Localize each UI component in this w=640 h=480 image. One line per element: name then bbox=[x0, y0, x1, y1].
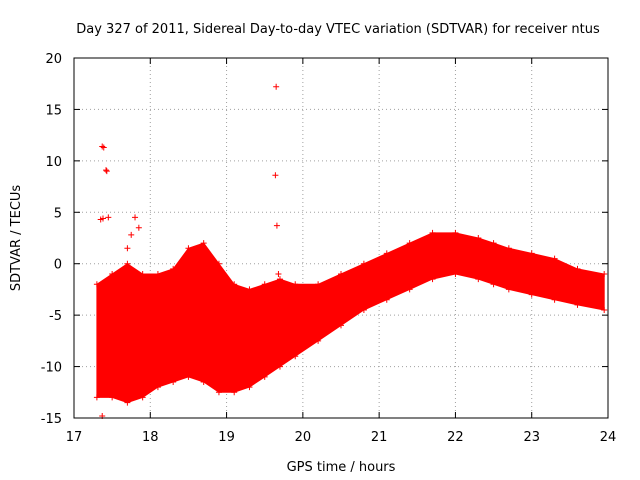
dense-track-lower-point bbox=[490, 281, 497, 288]
x-axis-label: GPS time / hours bbox=[287, 460, 396, 475]
dense-track-lower-point bbox=[574, 301, 581, 308]
dense-track-upper-point bbox=[261, 281, 268, 288]
dense-track-lower-point bbox=[429, 276, 436, 283]
outliers-point bbox=[124, 245, 131, 252]
dense-track-lower-point bbox=[124, 399, 131, 406]
outliers-point bbox=[105, 214, 112, 221]
x-tick-label: 20 bbox=[295, 430, 312, 445]
dense-track-upper-point bbox=[109, 271, 116, 277]
dense-track-upper-point bbox=[170, 265, 177, 272]
dense-track-lower-point bbox=[551, 296, 558, 303]
outliers-point bbox=[100, 144, 107, 151]
dense-track-upper-point bbox=[315, 281, 322, 288]
dense-track-upper-point bbox=[574, 265, 581, 272]
dense-track-lower-point bbox=[185, 373, 192, 380]
dense-track-lower-point bbox=[360, 307, 367, 313]
dense-track-lower-point bbox=[475, 276, 482, 283]
dense-track-lower-point bbox=[338, 322, 344, 329]
outliers-point bbox=[275, 271, 282, 277]
y-tick-label: 5 bbox=[54, 206, 62, 221]
dense-track-upper-point bbox=[406, 240, 413, 247]
dense-track-lower-point bbox=[109, 394, 116, 401]
dense-track-upper-point bbox=[185, 245, 192, 252]
dense-track-lower-point bbox=[601, 307, 608, 313]
dense-track-upper-point bbox=[246, 286, 253, 293]
dense-track-lower-point bbox=[261, 373, 268, 380]
outliers-point bbox=[132, 214, 139, 221]
y-tick-label: 15 bbox=[45, 103, 62, 118]
x-tick-label: 23 bbox=[523, 430, 540, 445]
dense-track-lower-point bbox=[452, 271, 459, 277]
dense-track-lower-point bbox=[154, 384, 161, 391]
outliers-point bbox=[99, 215, 106, 222]
dense-track-lower-point bbox=[215, 389, 222, 396]
y-tick-label: -5 bbox=[49, 309, 62, 324]
plot-frame bbox=[73, 57, 609, 419]
dense-track-upper-point bbox=[215, 260, 222, 267]
dense-track-upper-point bbox=[124, 260, 131, 267]
x-tick-label: 21 bbox=[371, 430, 388, 445]
x-tick-label: 24 bbox=[600, 430, 617, 445]
dense-track-upper-point bbox=[528, 250, 535, 257]
y-tick-label: 0 bbox=[54, 258, 62, 273]
dense-track-lower-point bbox=[528, 291, 535, 298]
dense-track-lower-point bbox=[139, 394, 146, 401]
axis-ticks: 17 18 19 20 21 22 23 24 -15 -10 -5 0 5 10 15 20 bbox=[41, 52, 617, 445]
x-tick-label: 17 bbox=[66, 430, 83, 445]
dense-track-lower-point bbox=[406, 286, 413, 293]
dense-track-lower-point bbox=[200, 379, 207, 385]
dense-track-lower-point bbox=[231, 389, 238, 396]
y-tick-label: -15 bbox=[41, 412, 62, 427]
dense-track-upper-point bbox=[429, 229, 436, 236]
outliers-point bbox=[135, 224, 142, 231]
dense-track-lower-point bbox=[246, 384, 253, 391]
dense-track-upper-point bbox=[292, 281, 299, 288]
dense-track-lower-point bbox=[292, 353, 299, 360]
outliers-point bbox=[273, 222, 280, 229]
dense-track-lower-point bbox=[276, 363, 283, 370]
x-tick-label: 22 bbox=[447, 430, 464, 445]
y-axis-label: SDTVAR / TECUs bbox=[9, 185, 24, 292]
dense-track-upper-point bbox=[276, 276, 283, 283]
dense-track-upper-point bbox=[490, 240, 497, 247]
dense-track-upper-point bbox=[200, 240, 207, 247]
dense-track-upper-point bbox=[154, 271, 161, 277]
dense-track-lower-point bbox=[170, 379, 177, 385]
dense-track-upper-point bbox=[505, 245, 512, 252]
y-tick-label: 10 bbox=[45, 155, 62, 170]
dense-track-lower-point bbox=[505, 286, 512, 293]
outliers-point bbox=[128, 231, 135, 238]
x-tick-label: 18 bbox=[142, 430, 159, 445]
outliers-point bbox=[273, 83, 280, 90]
chart-title: Day 327 of 2011, Sidereal Day-to-day VTE… bbox=[76, 22, 600, 37]
dense-track-upper-point bbox=[338, 271, 344, 277]
dense-track-lower-point bbox=[315, 337, 322, 344]
y-tick-label: 20 bbox=[45, 52, 62, 67]
dense-track-upper-point bbox=[551, 255, 558, 262]
dense-track-upper-point bbox=[475, 235, 482, 241]
y-tick-label: -10 bbox=[41, 361, 62, 376]
dense-track-upper-point bbox=[231, 281, 238, 288]
dense-track-upper-point bbox=[360, 260, 367, 267]
dense-track-upper-point bbox=[93, 281, 100, 288]
x-tick-label: 19 bbox=[218, 430, 235, 445]
dense-track-upper-point bbox=[601, 271, 608, 277]
outliers-point bbox=[272, 172, 279, 179]
dense-track-upper-point bbox=[139, 271, 146, 277]
outliers-point bbox=[103, 167, 110, 174]
dense-track-upper-point bbox=[452, 229, 459, 236]
dense-track-lower-point bbox=[93, 394, 100, 401]
data-points bbox=[93, 83, 608, 419]
dense-track-lower-point bbox=[383, 296, 390, 303]
outliers-point bbox=[103, 168, 110, 175]
dense-track-upper-point bbox=[383, 250, 390, 257]
